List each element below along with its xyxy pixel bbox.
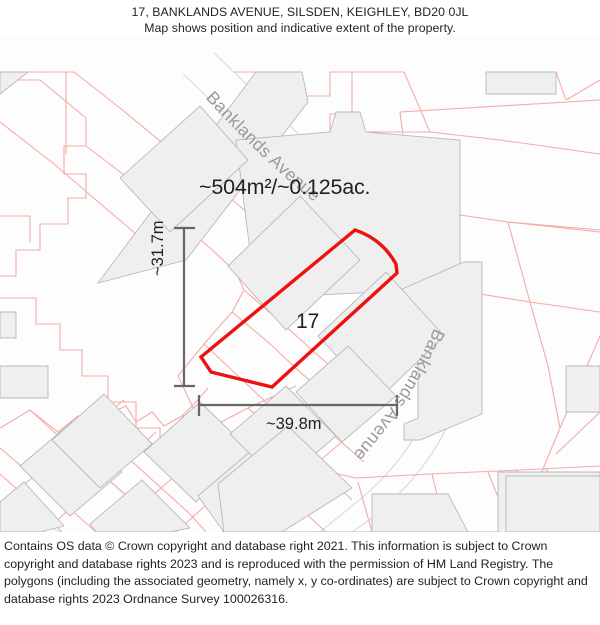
property-boundary-polygon[interactable] [198, 228, 399, 389]
page-subtitle: Map shows position and indicative extent… [144, 20, 456, 35]
map-canvas[interactable]: Banklands Avenue Banklands Avenue ~504m²… [0, 36, 600, 532]
page-title: 17, BANKLANDS AVENUE, SILSDEN, KEIGHLEY,… [131, 5, 469, 19]
page-footer: Contains OS data © Crown copyright and d… [0, 532, 600, 625]
dimension-rulers [174, 226, 399, 416]
building-footprint-lower-layer [217, 425, 600, 532]
page-header: 17, BANKLANDS AVENUE, SILSDEN, KEIGHLEY,… [0, 0, 600, 36]
building-footprint-layer [0, 71, 600, 532]
copyright-text: Contains OS data © Crown copyright and d… [4, 539, 588, 606]
map-vector-layer: Banklands Avenue Banklands Avenue [0, 36, 600, 532]
